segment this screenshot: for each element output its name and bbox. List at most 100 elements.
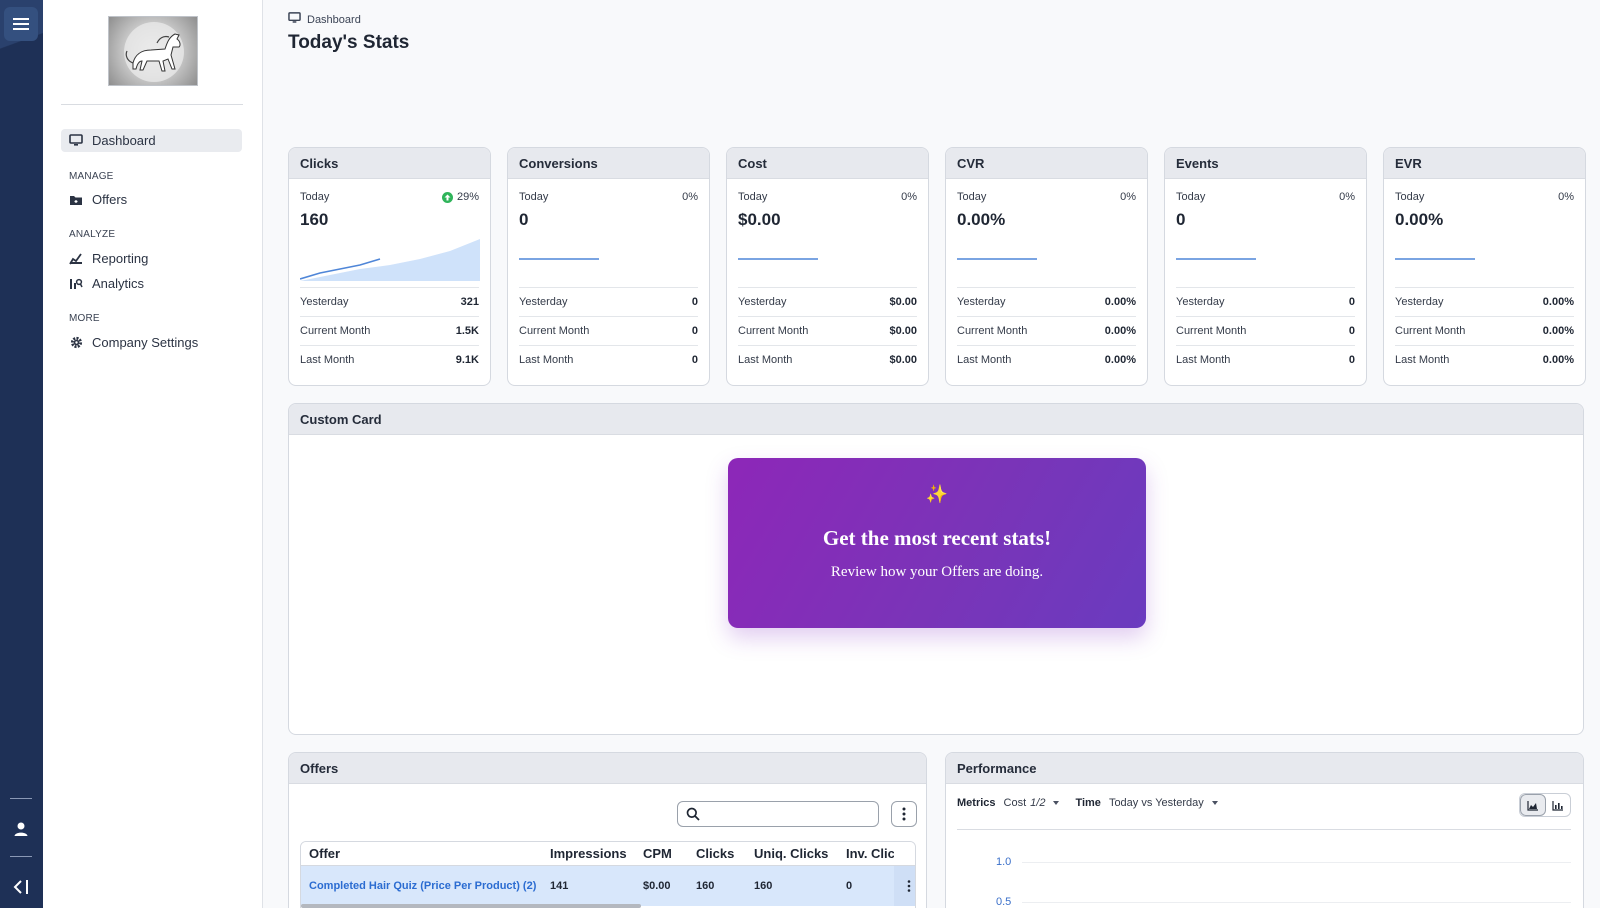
column-header-impressions[interactable]: Impressions [550,846,627,861]
row-value: 0 [1348,354,1355,366]
row-actions-button[interactable] [894,866,915,906]
change-value: 0% [1120,191,1136,203]
today-value: 160 [300,210,329,229]
change-value: 0% [1558,191,1574,203]
breadcrumb-item[interactable]: Dashboard [307,13,361,26]
row-label: Last Month [300,354,355,366]
stat-card-cost: Cost Today 0% $0.00 Yesterday $0.00 Curre… [726,147,929,386]
column-header-uniq-clicks[interactable]: Uniq. Clicks [754,846,829,861]
row-value: $0.00 [889,354,917,366]
area-chart-toggle[interactable] [1520,794,1546,816]
today-value: 0 [519,210,529,229]
sidebar-item-company-settings[interactable]: Company Settings [61,331,242,354]
row-value: 0 [691,354,698,366]
sidebar-item-offers[interactable]: Offers [61,188,242,211]
row-value: 321 [460,296,479,308]
search-icon [686,807,700,821]
row-label: Yesterday [738,296,787,308]
change-indicator: 0% [1339,191,1355,203]
row-label: Current Month [519,325,590,337]
row-label: Last Month [1176,354,1231,366]
comparison-rows: Yesterday 0 Current Month 0 Last Month 0 [1176,287,1355,374]
row-current-month: Current Month 0.00% [1395,316,1574,345]
row-value: 0.00% [1542,354,1574,366]
offers-options-button[interactable] [891,801,917,827]
user-profile-button[interactable] [4,812,38,846]
promo-subtitle: Review how your Offers are doing. [830,564,1044,580]
cell-inv-clicks: 0 [846,880,853,892]
change-value: 0% [901,191,917,203]
row-value: 0 [1348,296,1355,308]
sidebar-item-dashboard[interactable]: Dashboard [61,129,242,152]
sidebar-item-label: Offers [92,192,128,207]
column-header-cpm[interactable]: CPM [643,846,672,861]
sidebar-item-label: Reporting [92,251,149,266]
metrics-label: Metrics [957,797,996,809]
row-label: Last Month [957,354,1012,366]
monitor-icon [288,12,301,27]
promo-banner[interactable]: ✨ Get the most recent stats! Review how … [728,458,1146,628]
reporting-icon [69,252,83,266]
sparkline-chart [957,258,1037,260]
row-value: 0 [691,296,698,308]
row-value: 1.5K [455,325,479,337]
row-current-month: Current Month 0 [519,316,698,345]
sidebar-item-analytics[interactable]: Analytics [61,272,242,295]
today-label: Today [1176,191,1206,203]
sidebar-item-reporting[interactable]: Reporting [61,247,242,270]
cell-impressions: 141 [550,880,569,892]
nav-section-manage: MANAGE [69,171,114,182]
today-value: 0.00% [957,210,1006,229]
table-row[interactable]: Completed Hair Quiz (Price Per Product) … [301,866,915,906]
comparison-rows: Yesterday 321 Current Month 1.5K Last Mont… [300,287,479,374]
collapse-sidebar-button[interactable] [4,870,38,904]
row-value: $0.00 [889,296,917,308]
nav-section-analyze: ANALYZE [69,229,116,240]
promo-title: Get the most recent stats! [822,526,1052,550]
row-value: 0 [1348,325,1355,337]
chart-type-toggle [1519,793,1571,817]
cell-uniq-clicks: 160 [754,880,773,892]
change-value: 0% [682,191,698,203]
offer-name-link[interactable]: Completed Hair Quiz (Price Per Product) … [309,879,537,892]
breadcrumb: Dashboard [288,12,361,27]
row-label: Current Month [738,325,809,337]
stat-card-conversions: Conversions Today 0% 0 Yesterday 0 Curren… [507,147,710,386]
card-title: Offers [289,753,926,784]
horizontal-scrollbar[interactable] [301,904,641,908]
sparkline-chart [1176,258,1256,260]
more-vertical-icon [907,880,910,892]
row-yesterday: Yesterday 321 [300,287,479,316]
chart-gridline [1022,862,1571,863]
metrics-value: Cost [1003,797,1027,809]
offers-search[interactable] [677,801,879,827]
horse-logo-icon [124,22,184,82]
row-value: 0.00% [1104,354,1136,366]
time-select[interactable]: Today vs Yesterday [1109,797,1218,809]
row-yesterday: Yesterday 0.00% [1395,287,1574,316]
column-header-inv-clicks[interactable]: Inv. Clic [846,846,894,861]
comparison-rows: Yesterday 0.00% Current Month 0.00% Last M… [1395,287,1574,374]
row-value: 0.00% [1542,296,1574,308]
hamburger-menu-button[interactable] [4,7,38,41]
today-value: 0 [1176,210,1186,229]
analytics-icon [69,277,83,291]
row-last-month: Last Month $0.00 [738,345,917,374]
card-title: CVR [946,148,1147,179]
area-chart-icon [1527,800,1538,811]
bar-chart-toggle[interactable] [1546,794,1570,816]
change-indicator: 0% [901,191,917,203]
sidebar-divider [61,104,243,105]
column-header-offer[interactable]: Offer [309,846,341,861]
comparison-rows: Yesterday 0.00% Current Month 0.00% Last M… [957,287,1136,374]
user-icon [14,822,28,836]
metrics-select[interactable]: Cost 1/2 [1004,797,1060,809]
card-title: Cost [727,148,928,179]
collapse-left-icon [13,880,28,894]
row-label: Current Month [957,325,1028,337]
card-title: Clicks [289,148,490,179]
nav-section-more: MORE [69,313,100,324]
row-value: 0.00% [1104,296,1136,308]
search-input[interactable] [706,807,866,821]
column-header-clicks[interactable]: Clicks [696,846,735,861]
